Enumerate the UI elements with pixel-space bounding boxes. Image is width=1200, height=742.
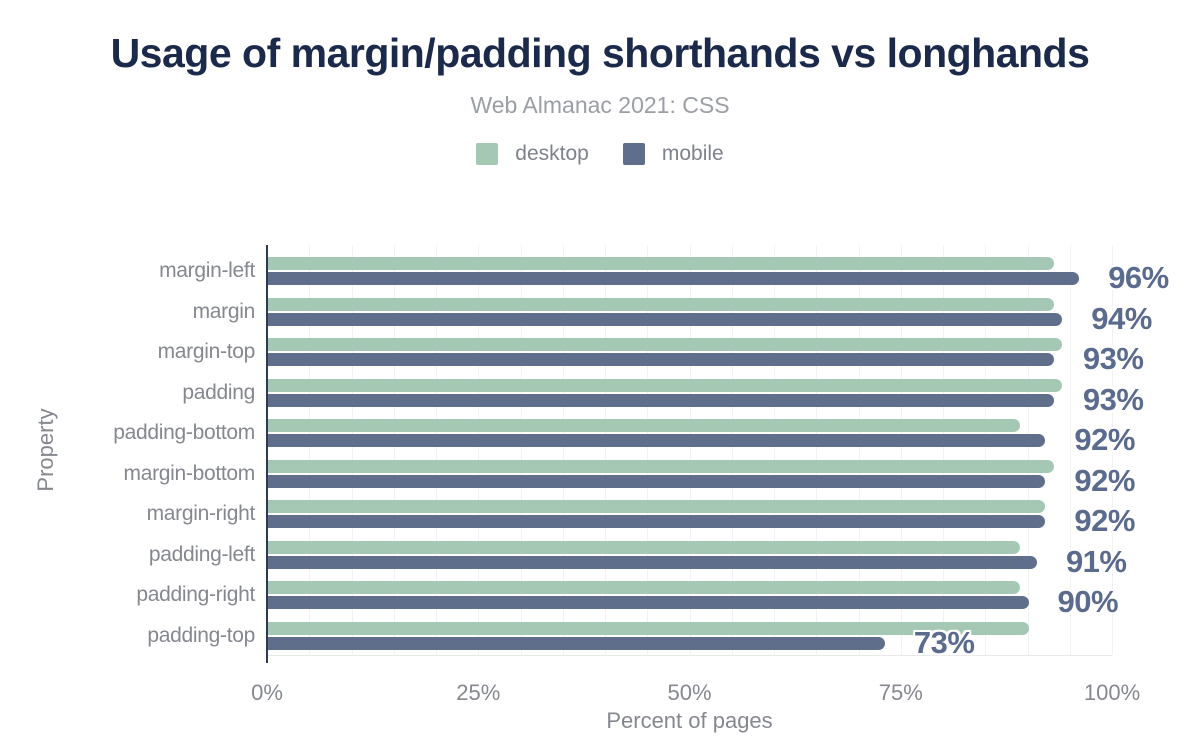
bar-desktop-padding	[268, 378, 1063, 392]
bar-mobile-padding-top	[268, 636, 885, 650]
gridline-70	[858, 245, 860, 655]
gridline-5	[309, 245, 311, 655]
category-label-margin: margin	[192, 299, 256, 323]
value-label-padding-right: 90%	[1057, 584, 1119, 619]
desktop-legend-swatch-icon	[476, 143, 499, 165]
x-tick-50%: 50%	[667, 680, 712, 705]
gridline-50	[689, 245, 691, 655]
category-label-margin-right: margin-right	[146, 502, 256, 525]
value-label-margin-top: 93%	[1082, 341, 1144, 376]
value-label-margin-left: 96%	[1108, 260, 1169, 295]
value-label-padding-bottom: 92%	[1074, 422, 1135, 457]
bar-mobile-padding-right	[268, 596, 1029, 609]
value-label-margin-bottom: 92%	[1074, 462, 1135, 498]
bar-mobile-padding-bottom	[268, 434, 1046, 447]
bar-desktop-padding-left	[268, 540, 1021, 554]
bar-desktop-padding-right	[268, 581, 1021, 594]
legend-label-desktop: desktop	[515, 142, 589, 165]
gridline-35	[562, 245, 564, 655]
gridline-15	[393, 245, 395, 655]
legend-item-mobile: mobile	[622, 142, 724, 166]
x-tick-0%: 0%	[251, 680, 283, 705]
bar-desktop-padding-bottom	[268, 419, 1021, 432]
gridline-40	[605, 245, 606, 655]
bar-mobile-margin-top	[268, 353, 1054, 366]
gridline-75	[900, 245, 902, 655]
category-label-margin-bottom: margin-bottom	[123, 461, 256, 485]
bar-mobile-margin-right	[268, 515, 1046, 528]
chart-title: Usage of margin/padding shorthands vs lo…	[110, 30, 1090, 76]
gridline-95	[1069, 245, 1071, 655]
category-label-padding: padding	[182, 380, 255, 404]
gridline-45	[647, 245, 649, 655]
value-label-margin: 94%	[1091, 300, 1152, 336]
x-tick-25%: 25%	[456, 680, 501, 705]
category-label-padding-bottom: padding-bottom	[113, 421, 255, 444]
legend-label-mobile: mobile	[661, 142, 724, 165]
gridline-30	[520, 245, 522, 655]
gridline-25	[478, 245, 480, 655]
category-label-margin-left: margin-left	[159, 259, 255, 282]
bar-desktop-margin-bottom	[268, 459, 1054, 473]
bar-desktop-margin	[268, 297, 1054, 311]
bar-mobile-padding-left	[268, 555, 1037, 569]
bar-desktop-padding-top	[268, 621, 1029, 635]
legend: desktop mobile	[0, 142, 1200, 166]
gridline-90	[1027, 245, 1029, 655]
x-axis-title: Percent of pages	[606, 708, 773, 733]
value-label-padding-top: 73%	[913, 624, 975, 660]
bar-mobile-padding	[268, 393, 1054, 407]
x-axis-baseline	[267, 655, 1112, 656]
category-label-padding-left: padding-left	[148, 542, 255, 566]
mobile-legend-swatch-icon	[622, 143, 645, 165]
gridline-20	[436, 245, 437, 655]
category-label-margin-top: margin-top	[157, 340, 256, 363]
x-tick-75%: 75%	[878, 680, 923, 705]
bar-desktop-margin-right	[268, 500, 1046, 513]
x-tick-100%: 100%	[1083, 680, 1141, 705]
gridline-55	[731, 245, 733, 655]
gridline-65	[816, 245, 818, 655]
legend-item-desktop: desktop	[476, 142, 589, 166]
category-label-padding-top: padding-top	[147, 623, 255, 647]
bar-desktop-margin-left	[268, 257, 1054, 270]
gridline-100	[1112, 245, 1113, 655]
bar-desktop-margin-top	[268, 338, 1063, 351]
bar-mobile-margin	[268, 312, 1063, 326]
y-axis-line	[266, 245, 268, 663]
gridline-85	[985, 245, 987, 655]
category-label-padding-right: padding-right	[136, 583, 255, 606]
bar-mobile-margin-left	[268, 272, 1080, 285]
value-label-margin-right: 92%	[1074, 503, 1135, 538]
value-label-padding-left: 91%	[1065, 543, 1127, 579]
chart-subtitle: Web Almanac 2021: CSS	[470, 92, 730, 118]
value-label-padding: 93%	[1082, 381, 1144, 417]
gridline-80	[943, 245, 944, 655]
gridline-60	[774, 245, 775, 655]
gridline-10	[351, 245, 353, 655]
bar-mobile-margin-bottom	[268, 474, 1046, 488]
